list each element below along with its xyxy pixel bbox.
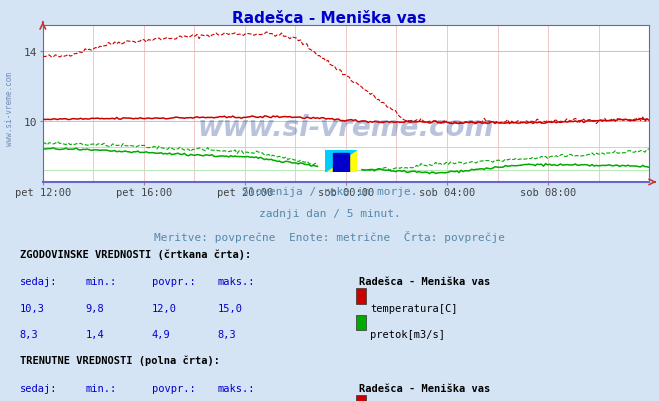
Polygon shape xyxy=(325,150,357,173)
Text: 8,3: 8,3 xyxy=(217,329,236,339)
Text: Radešca - Meniška vas: Radešca - Meniška vas xyxy=(359,383,490,393)
Text: zadnji dan / 5 minut.: zadnji dan / 5 minut. xyxy=(258,209,401,219)
Text: 4,9: 4,9 xyxy=(152,329,170,339)
Text: Radešca - Meniška vas: Radešca - Meniška vas xyxy=(359,277,490,287)
Text: 9,8: 9,8 xyxy=(86,303,104,313)
Text: 8,3: 8,3 xyxy=(20,329,38,339)
Text: www.si-vreme.com: www.si-vreme.com xyxy=(198,114,494,142)
Text: pretok[m3/s]: pretok[m3/s] xyxy=(370,329,445,339)
Text: maks.:: maks.: xyxy=(217,277,255,287)
Text: TRENUTNE VREDNOSTI (polna črta):: TRENUTNE VREDNOSTI (polna črta): xyxy=(20,355,219,365)
Text: Radešca - Meniška vas: Radešca - Meniška vas xyxy=(233,11,426,26)
Text: Slovenija / reke in morje.: Slovenija / reke in morje. xyxy=(242,186,417,196)
Text: www.si-vreme.com: www.si-vreme.com xyxy=(5,71,14,145)
Text: maks.:: maks.: xyxy=(217,383,255,393)
Text: Meritve: povprečne  Enote: metrične  Črta: povprečje: Meritve: povprečne Enote: metrične Črta:… xyxy=(154,231,505,243)
Text: min.:: min.: xyxy=(86,277,117,287)
Text: sedaj:: sedaj: xyxy=(20,383,57,393)
Polygon shape xyxy=(325,150,357,173)
Text: 1,4: 1,4 xyxy=(86,329,104,339)
Text: temperatura[C]: temperatura[C] xyxy=(370,303,458,313)
Text: 15,0: 15,0 xyxy=(217,303,243,313)
Bar xyxy=(333,154,349,173)
Text: 10,3: 10,3 xyxy=(20,303,45,313)
Text: ZGODOVINSKE VREDNOSTI (črtkana črta):: ZGODOVINSKE VREDNOSTI (črtkana črta): xyxy=(20,249,251,259)
Text: povpr.:: povpr.: xyxy=(152,277,195,287)
Text: 12,0: 12,0 xyxy=(152,303,177,313)
Text: min.:: min.: xyxy=(86,383,117,393)
Text: povpr.:: povpr.: xyxy=(152,383,195,393)
Text: sedaj:: sedaj: xyxy=(20,277,57,287)
